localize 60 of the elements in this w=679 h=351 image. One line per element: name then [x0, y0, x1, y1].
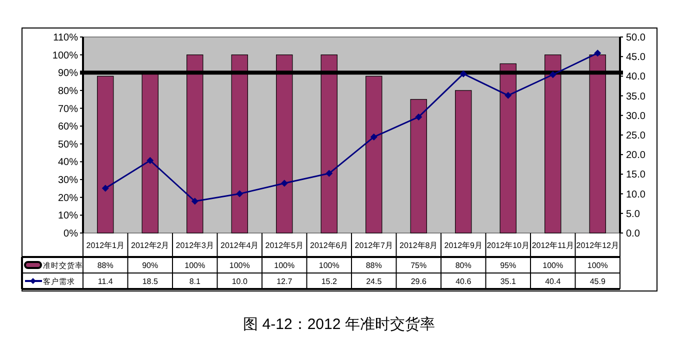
x-tick-label: 2012年1月 [86, 241, 124, 250]
data-label: 100% [274, 261, 295, 270]
data-label: 15.2 [321, 277, 338, 286]
data-label: 40.6 [456, 277, 472, 286]
data-label: 100% [184, 261, 206, 270]
y2-tick-label: 15.0 [626, 170, 646, 181]
y-tick-label: 40% [58, 157, 78, 168]
x-tick-label: 2012年2月 [131, 241, 170, 250]
y2-tick-label: 20.0 [626, 150, 646, 162]
text: 图 4-12：2012 年准时交货率 [243, 316, 435, 333]
y-tick-label: 60% [58, 122, 78, 133]
x-tick-label: 2012年4月 [220, 241, 259, 250]
data-label: 8.1 [189, 277, 201, 286]
x-tick-label: 2012年6月 [310, 241, 348, 250]
x-tick-label: 2012年10月 [486, 241, 530, 250]
y2-tick-label: 0.0 [626, 228, 640, 240]
y-tick-label: 110% [53, 32, 78, 44]
y-tick-label: 20% [58, 192, 78, 204]
x-tick-label: 2012年9月 [444, 241, 482, 250]
data-label: 40.4 [545, 277, 562, 286]
data-label: 88% [366, 261, 382, 270]
data-label: 18.5 [142, 277, 158, 286]
y2-tick-label: 40.0 [626, 72, 646, 83]
y2-tick-label: 5.0 [626, 208, 640, 220]
y2-tick-label: 35.0 [626, 91, 646, 102]
x-tick-label: 2012年8月 [400, 241, 438, 250]
x-tick-label: 2012年7月 [354, 241, 393, 250]
data-label: 80% [455, 261, 472, 270]
data-label: 75% [410, 261, 427, 270]
y-tick-label: 50% [58, 139, 78, 150]
data-label: 100% [229, 261, 250, 270]
data-label: 12.7 [276, 277, 293, 286]
data-label: 100% [318, 261, 340, 270]
x-tick-label: 2012年3月 [176, 241, 214, 250]
y-tick-label: 90% [58, 68, 78, 80]
x-tick-label: 2012年11月 [532, 241, 574, 250]
y-tick-label: 10% [58, 210, 78, 222]
y-tick-label: 70% [58, 104, 78, 115]
data-label: 90% [142, 261, 158, 270]
y-tick-label: 30% [58, 175, 78, 186]
data-label: 95% [500, 261, 516, 270]
data-label: 29.6 [410, 277, 427, 286]
x-tick-label: 2012年12月 [576, 241, 619, 250]
data-label: 35.1 [500, 277, 516, 286]
y2-tick-label: 30.0 [626, 110, 646, 122]
data-label: 100% [587, 261, 608, 270]
y-tick-label: 80% [58, 86, 78, 97]
y2-tick-label: 25.0 [626, 130, 646, 142]
data-label: 45.9 [590, 277, 606, 286]
x-tick-label: 2012年5月 [265, 241, 304, 250]
y2-tick-label: 10.0 [626, 189, 646, 200]
y-tick-label: 0% [64, 228, 78, 240]
y2-tick-label: 45.0 [626, 52, 646, 64]
y2-tick-label: 50.0 [626, 32, 646, 44]
data-label: 11.4 [98, 277, 114, 286]
data-label: 10.0 [232, 277, 248, 286]
data-label: 24.5 [366, 277, 382, 286]
data-label: 100% [542, 261, 564, 270]
y-tick-label: 100% [52, 50, 78, 62]
data-label: 88% [97, 261, 114, 270]
